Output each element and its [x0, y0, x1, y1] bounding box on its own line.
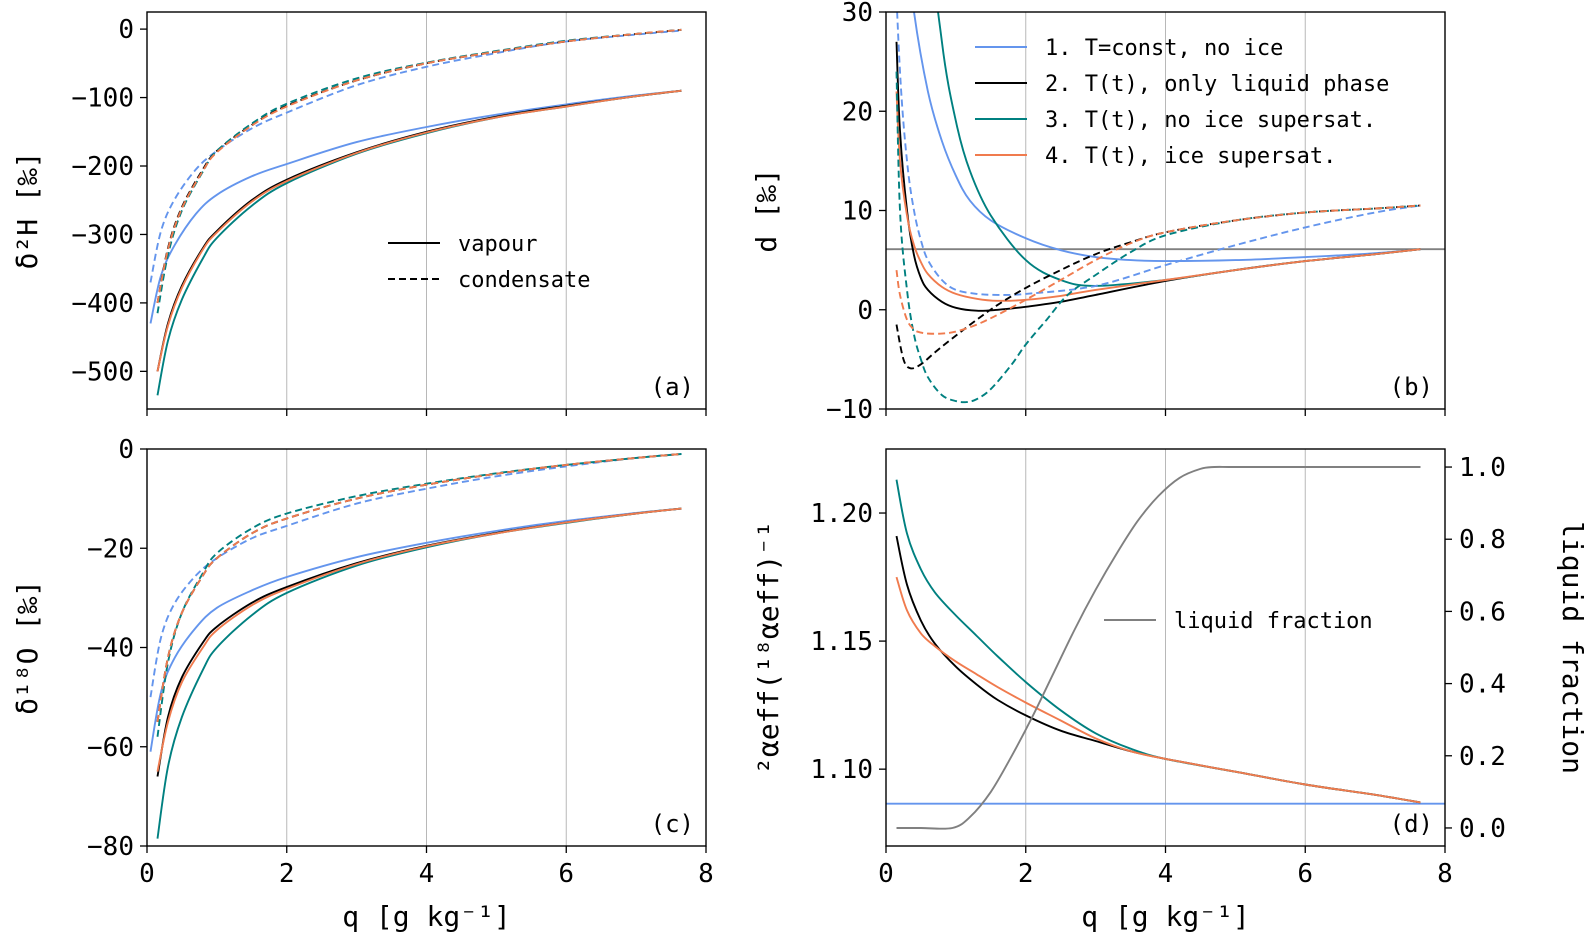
y-right-tick-label: 0.6	[1459, 597, 1506, 627]
series-line-blue-dashed	[149, 29, 682, 283]
y-tick-label: −20	[87, 534, 134, 564]
y-tick-label: −10	[826, 395, 873, 425]
legend-entry-label: liquid fraction	[1174, 609, 1373, 634]
x-tick-label: 2	[1018, 859, 1034, 889]
y-right-tick-label: 1.0	[1459, 453, 1506, 483]
y-axis-label: δ¹⁸O [‰]	[11, 580, 44, 715]
series-line-orange-solid	[895, 91, 1421, 302]
y-axis-label: δ²H [‰]	[11, 151, 44, 269]
series-line-teal-solid	[156, 507, 682, 839]
y-right-axis-label: liquid fraction	[1556, 521, 1589, 774]
x-tick-label: 8	[1437, 859, 1453, 889]
y-right-tick-label: 0.0	[1459, 814, 1506, 844]
panel-label: (d)	[1390, 810, 1433, 838]
series-line-blue-dashed	[149, 453, 682, 698]
series-line-black-dashed	[156, 453, 682, 723]
y-tick-label: −300	[71, 220, 134, 250]
legend-entry-label: 1. T=const, no ice	[1045, 36, 1283, 61]
panel-label: (c)	[651, 810, 694, 838]
panel-label: (b)	[1390, 373, 1433, 401]
series-line-black-dashed	[156, 28, 682, 304]
series-line-blue-solid	[149, 89, 682, 324]
series-line-orange-dashed	[156, 453, 682, 723]
series-line-teal-solid	[895, 479, 1421, 804]
y-tick-label: −500	[71, 357, 134, 387]
series-line-teal-dashed	[895, 71, 1421, 404]
series-line-teal-dashed	[156, 453, 682, 737]
x-tick-label: 4	[419, 859, 435, 889]
y-tick-label: −80	[87, 832, 134, 862]
y-tick-label: 0	[118, 15, 134, 45]
series-line-black-solid	[895, 535, 1421, 804]
series-line-gray-solid	[896, 465, 1421, 830]
legend: liquid fraction	[1104, 609, 1373, 634]
legend-entry-label: 3. T(t), no ice supersat.	[1045, 108, 1376, 133]
series-line-orange-solid	[156, 507, 682, 772]
y-tick-label: −100	[71, 84, 134, 114]
y-tick-label: 1.15	[810, 627, 873, 657]
y-tick-label: 30	[842, 0, 873, 28]
x-tick-label: 0	[139, 859, 155, 889]
x-axis-label: q [g kg⁻¹]	[342, 900, 511, 933]
x-tick-label: 2	[279, 859, 295, 889]
legend-entry-label: condensate	[458, 268, 590, 293]
panel-b: −10 0 10 20 30 (b) d [‰] 1. T=const, no ice 2. T…	[750, 0, 1446, 425]
y-tick-label: −400	[71, 289, 134, 319]
series-line-blue-dashed	[896, 12, 1421, 296]
y-tick-label: 1.10	[810, 755, 873, 785]
series-line-orange-solid	[156, 89, 682, 372]
x-tick-label: 0	[878, 859, 894, 889]
x-tick-label: 6	[1297, 859, 1313, 889]
y-tick-label: 20	[842, 97, 873, 127]
y-axis-label: d [‰]	[750, 168, 783, 252]
legend-entry-label: 2. T(t), only liquid phase	[1045, 72, 1389, 97]
legend: 1. T=const, no ice 2. T(t), only liquid p…	[975, 36, 1389, 169]
y-tick-label: −40	[87, 634, 134, 664]
x-tick-label: 6	[558, 859, 574, 889]
legend-entry-label: 4. T(t), ice supersat.	[1045, 144, 1336, 169]
y-tick-label: 10	[842, 197, 873, 227]
y-tick-label: −200	[71, 152, 134, 182]
panel-label: (a)	[651, 373, 694, 401]
y-right-tick-label: 0.4	[1459, 670, 1506, 700]
x-axis-label: q [g kg⁻¹]	[1081, 900, 1250, 933]
panel-a: 0 −100 −200 −300 −400 −500 (a) δ²H [‰] vapour con…	[11, 11, 707, 416]
legend: vapour condensate	[388, 232, 590, 293]
panel-c: 0 2 4 6 8 0 −20 −40 −60 −80 (c) δ¹⁸O [‰] q [g kg⁻¹]	[11, 435, 714, 933]
series-line-blue-solid	[149, 507, 682, 752]
series-line-blue-solid	[913, 12, 1421, 263]
y-axis-label: ²αeff(¹⁸αeff)⁻¹	[752, 521, 785, 774]
series-line-orange-dashed	[156, 28, 682, 304]
panel-d: 0 2 4 6 8 1.10 1.15 1.20 0.0 0.2 0.4 0.6 0.8 1.0 (d) ²α…	[752, 448, 1589, 933]
series-line-orange-solid	[895, 576, 1421, 804]
y-right-tick-label: 0.2	[1459, 742, 1506, 772]
series-line-black-solid	[156, 89, 682, 372]
y-right-tick-label: 0.8	[1459, 525, 1506, 555]
x-tick-label: 8	[698, 859, 714, 889]
x-tick-label: 4	[1158, 859, 1174, 889]
series-line-teal-dashed	[156, 28, 682, 314]
y-tick-label: 0	[118, 435, 134, 465]
y-tick-label: 0	[857, 296, 873, 326]
legend-entry-label: vapour	[458, 232, 537, 257]
series-line-orange-dashed	[895, 204, 1421, 335]
y-tick-label: 1.20	[810, 499, 873, 529]
series-line-black-dashed	[895, 204, 1421, 370]
y-tick-label: −60	[87, 733, 134, 763]
